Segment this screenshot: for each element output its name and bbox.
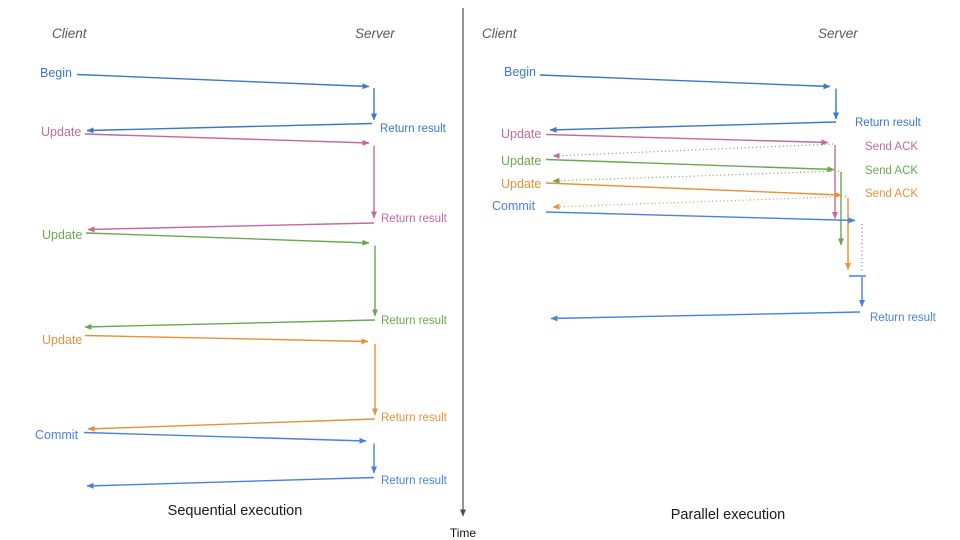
response-label: Return result <box>381 213 448 225</box>
request-line <box>84 133 370 146</box>
request-label: Update <box>42 228 82 242</box>
par-message-update3: Update Send ACK <box>501 177 918 270</box>
request-line <box>85 232 370 246</box>
response-label: Send ACK <box>865 141 918 153</box>
response-label: Return result <box>381 412 448 424</box>
response-label: Return result <box>870 312 937 324</box>
parallel-panel: Client Server Begin Return result Update… <box>482 26 937 523</box>
response-label: Return result <box>381 475 448 487</box>
request-line <box>76 73 370 90</box>
seq-message-update3: Update Return result <box>42 333 448 432</box>
request-label: Update <box>501 177 541 191</box>
request-label: Commit <box>35 428 79 442</box>
request-line <box>545 133 829 146</box>
response-line <box>550 311 861 322</box>
panel-title: Parallel execution <box>671 507 785 523</box>
seq-message-begin: Begin Return result <box>40 66 447 135</box>
request-line <box>545 211 856 224</box>
time-axis-label: Time <box>450 526 477 540</box>
client-header: Client <box>52 26 88 41</box>
par-message-commit: Commit Return result <box>492 199 937 324</box>
request-label: Update <box>41 125 81 139</box>
seq-message-commit: Commit Return result <box>35 428 448 489</box>
response-label: Return result <box>381 315 448 327</box>
response-line <box>87 222 375 233</box>
sequential-panel: Client Server Begin Return result Update… <box>35 26 448 519</box>
response-label: Return result <box>855 117 922 129</box>
client-header: Client <box>482 26 518 41</box>
server-header: Server <box>818 26 858 41</box>
request-label: Begin <box>40 66 72 80</box>
seq-message-update1: Update Return result <box>41 125 448 233</box>
response-line <box>86 122 373 134</box>
ack-line <box>552 195 847 210</box>
request-label: Update <box>501 127 541 141</box>
response-line <box>86 476 375 489</box>
panel-title: Sequential execution <box>168 503 303 519</box>
response-line <box>84 319 376 330</box>
response-label: Send ACK <box>865 165 918 177</box>
request-line <box>539 74 831 90</box>
request-line <box>545 158 835 173</box>
seq-message-update2: Update Return result <box>42 228 448 330</box>
request-line <box>83 431 367 444</box>
request-line <box>545 182 842 198</box>
par-message-update1: Update Send ACK <box>501 127 918 219</box>
time-axis: Time <box>450 8 477 540</box>
ack-line <box>552 170 840 184</box>
ack-line <box>552 143 834 159</box>
server-header: Server <box>355 26 395 41</box>
response-label: Send ACK <box>865 188 918 200</box>
response-line <box>87 418 376 432</box>
request-line <box>84 334 369 345</box>
par-message-update2: Update Send ACK <box>501 154 918 246</box>
response-label: Return result <box>380 123 447 135</box>
request-label: Begin <box>504 65 536 79</box>
response-line <box>549 121 837 133</box>
request-label: Update <box>42 333 82 347</box>
request-label: Update <box>501 154 541 168</box>
par-message-begin: Begin Return result <box>504 65 922 133</box>
request-label: Commit <box>492 199 536 213</box>
